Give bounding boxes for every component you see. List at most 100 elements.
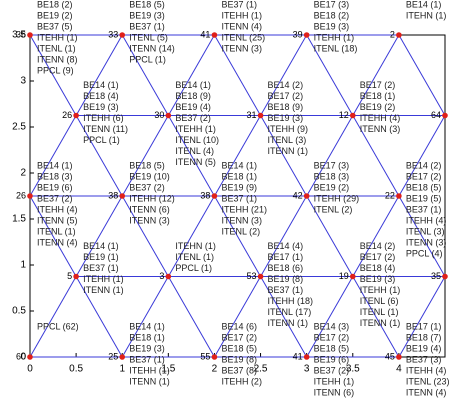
node-label: 33 (108, 29, 118, 39)
mesh-edge (398, 34, 446, 116)
node-note: ITENN (8) (37, 54, 78, 64)
node-note: BE37 (2) (175, 113, 211, 123)
mesh-edge (167, 195, 215, 277)
x-tick-label: 0.5 (69, 364, 83, 375)
node (442, 273, 448, 280)
node-note: BE14 (2) (406, 160, 442, 170)
mesh-edge (398, 115, 446, 197)
mesh-edge (167, 115, 215, 197)
node-note: ITEHH (4) (360, 113, 401, 123)
node-label: 35 (431, 271, 441, 281)
node-note: BE17 (2) (406, 171, 442, 181)
node-note: BE19 (2) (314, 182, 350, 192)
mesh-edge (75, 115, 123, 197)
mesh-edge (306, 195, 354, 277)
node-note: ITEHN (1) (175, 241, 216, 251)
node-note: BE14 (1) (406, 0, 442, 9)
y-tick-label: 1 (20, 260, 26, 271)
node-note: BE19 (3) (83, 102, 119, 112)
node (165, 112, 172, 119)
node-note: BE18 (3) (314, 171, 350, 181)
mesh-edge (352, 195, 400, 277)
node-note: ITENN (5) (37, 215, 78, 225)
node-note: ITENL (1) (360, 307, 399, 317)
mesh-edge (214, 115, 261, 197)
node-note: BE37 (1) (83, 263, 119, 273)
node-note: ITENN (6) (129, 204, 170, 214)
node-note: ITENL (5) (129, 32, 168, 42)
node-note: ITEHH (2) (221, 376, 262, 386)
node-note: BE19 (3) (314, 21, 350, 31)
mesh-edge (398, 195, 446, 277)
node-note: BE37 (1) (406, 204, 442, 214)
node-label: 53 (247, 271, 257, 281)
node-note: BE14 (6) (221, 321, 257, 331)
node-label: 41 (293, 351, 303, 361)
node-note: BE14 (1) (175, 80, 211, 90)
node-note: PPCL (9) (37, 65, 74, 75)
node-note: BE18 (2) (37, 0, 73, 9)
node-note: BE37 (2) (129, 182, 165, 192)
x-tick-label: 0 (27, 364, 33, 375)
x-tick-label: 1 (119, 364, 125, 375)
node-note: BE18 (2) (314, 10, 350, 20)
node-note: BE37 (2) (314, 365, 350, 375)
node-note: PPCL (4) (406, 248, 443, 258)
node-note: BE14 (1) (83, 241, 119, 251)
node-note: ITEHH (4) (406, 215, 447, 225)
node-label: 25 (108, 351, 118, 361)
node-note: ITEHH (1) (360, 285, 401, 295)
node-note: BE37 (1) (129, 354, 165, 364)
node (349, 273, 356, 280)
node-note: BE19 (3) (129, 10, 165, 20)
node-note: ITENN (3) (360, 124, 401, 134)
node-note: BE17 (2) (360, 80, 396, 90)
node-note: BE14 (3) (314, 321, 350, 331)
node-label: 55 (200, 351, 210, 361)
node-label: 22 (385, 190, 395, 200)
node-note: ITEHH (1) (221, 10, 262, 20)
node-note: BE37 (1) (129, 21, 165, 31)
node-note: ITEHH (1) (129, 365, 170, 375)
node-note: BE37 (1) (221, 0, 257, 9)
node-note: ITENN (6) (314, 387, 355, 397)
node-note: BE18 (4) (83, 91, 119, 101)
mesh-edge (167, 276, 215, 358)
node (396, 32, 402, 38)
mesh-edge (398, 276, 446, 358)
node-note: BE14 (1) (83, 80, 119, 90)
x-tick-label: 1.5 (161, 364, 175, 375)
mesh-edge (214, 276, 261, 358)
mesh-edge (121, 195, 169, 277)
node-note: BE19 (10) (129, 171, 170, 181)
node-note: BE14 (1) (37, 160, 73, 170)
node-note: BE18 (6) (268, 263, 304, 273)
node-note: ITENN (11) (83, 124, 128, 134)
node-note: ITENL (1) (37, 226, 76, 236)
node-note: BE19 (6) (314, 354, 350, 364)
node-note: ITENN (3) (221, 215, 262, 225)
node-note: ITENN (3) (221, 43, 262, 53)
node-note: ITENL (17) (268, 307, 312, 317)
node-note: ITENL (25) (221, 32, 265, 42)
node-note: ITENL (2) (314, 204, 353, 214)
node-label: 5 (67, 271, 72, 281)
node-note: ITENN (3) (129, 215, 170, 225)
node-note: ITENN (4) (221, 21, 262, 31)
mesh-edge (75, 34, 123, 116)
node-note: BE18 (5) (221, 343, 257, 353)
node-note: BE19 (8) (268, 274, 304, 284)
x-tick-label: 3 (304, 364, 310, 375)
node-note: ITEHH (1) (37, 32, 78, 42)
node-note: BE19 (5) (406, 193, 442, 203)
node-note: ITEHH (6) (83, 113, 124, 123)
node (165, 273, 172, 280)
node-note: BE18 (5) (314, 343, 350, 353)
node-note: BE14 (1) (221, 160, 257, 170)
mesh-edge (29, 195, 77, 277)
node-note: BE37 (1) (221, 193, 257, 203)
node-note: BE19 (3) (360, 274, 396, 284)
node-note: ITENL (1) (175, 252, 214, 262)
node-label: 26 (16, 190, 26, 200)
